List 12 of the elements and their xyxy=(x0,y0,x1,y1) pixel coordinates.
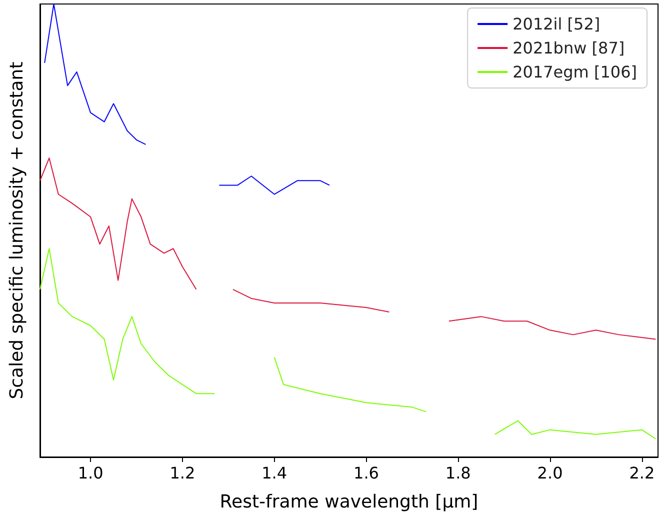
x-tick-label: 1.6 xyxy=(354,464,379,482)
legend-label: 2021bnw [87] xyxy=(512,38,625,58)
x-axis-title: Rest-frame wavelength [µm] xyxy=(220,492,478,512)
x-tick-label: 1.0 xyxy=(78,464,104,482)
legend-label: 2017egm [106] xyxy=(512,62,638,82)
x-tick-label: 2.0 xyxy=(537,464,563,482)
x-tick-label: 2.2 xyxy=(629,464,655,482)
x-tick-label: 1.4 xyxy=(262,464,288,482)
x-tick-label: 1.8 xyxy=(445,464,471,482)
y-axis-title: Scaled specific luminosity + constant xyxy=(6,62,28,400)
x-tick-label: 1.2 xyxy=(170,464,196,482)
legend-label: 2012il [52] xyxy=(512,14,600,34)
